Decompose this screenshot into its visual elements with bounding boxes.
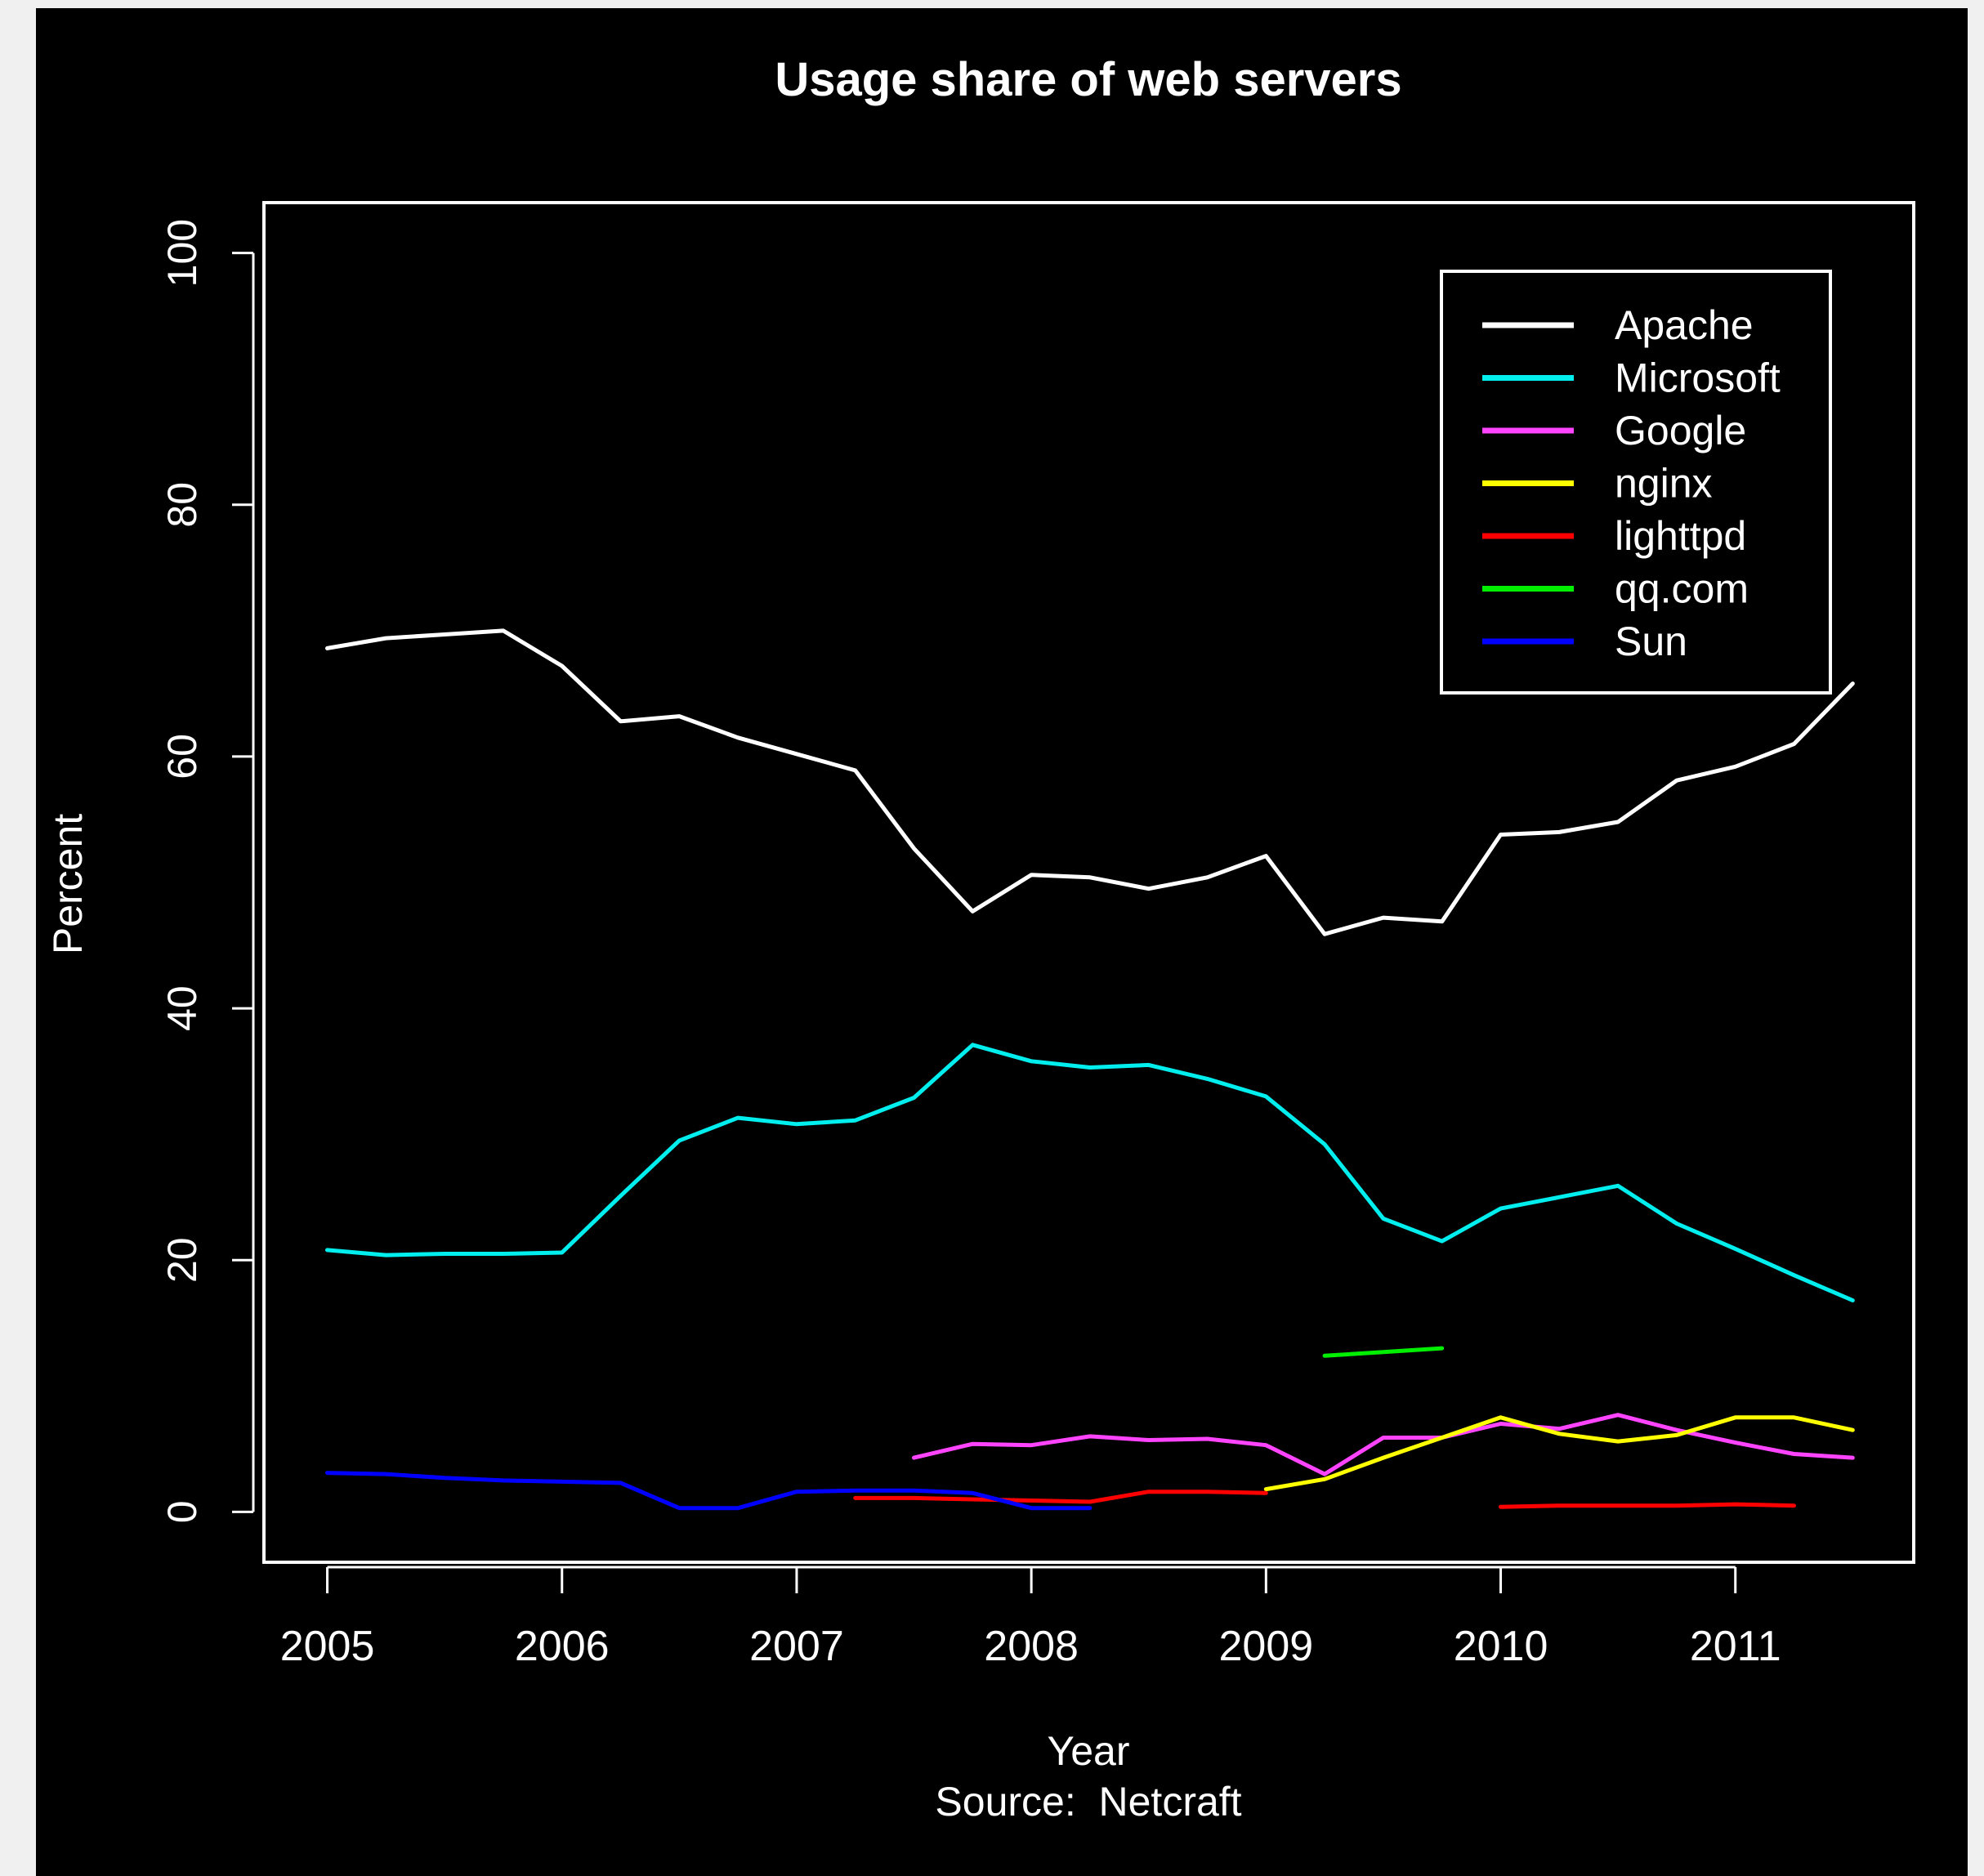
x-axis: 2005 2006 2007 2008 2009 2010 2011 <box>280 1566 1781 1670</box>
legend: Apache Microsoft Google nginx lighttpd qq.com… <box>1440 270 1832 695</box>
x-tick-label: 2006 <box>515 1623 610 1670</box>
y-tick-label: 80 <box>159 482 205 528</box>
y-tick-label: 60 <box>159 734 205 779</box>
x-tick-label: 2008 <box>984 1623 1079 1670</box>
x-tick-label: 2005 <box>280 1623 375 1670</box>
series-line-apache <box>325 628 1855 936</box>
legend-label-qq-com: qq.com <box>1615 566 1749 612</box>
series-lines <box>325 628 1855 1511</box>
y-tick-label: 40 <box>159 985 205 1031</box>
legend-label-microsoft: Microsoft <box>1615 355 1781 401</box>
x-tick-label: 2011 <box>1690 1623 1781 1670</box>
x-tick-label: 2009 <box>1218 1623 1313 1670</box>
legend-label-sun: Sun <box>1615 619 1687 664</box>
x-tick-label: 2007 <box>749 1623 844 1670</box>
x-axis-label: Year <box>1047 1728 1129 1774</box>
legend-label-lighttpd: lighttpd <box>1615 513 1746 559</box>
legend-label-apache: Apache <box>1615 302 1754 348</box>
series-line-microsoft <box>325 1043 1855 1302</box>
x-tick-label: 2010 <box>1454 1623 1548 1670</box>
y-axis: 0 20 40 60 80 100 <box>159 219 255 1523</box>
y-tick-label: 0 <box>159 1500 205 1523</box>
y-tick-label: 100 <box>159 219 205 287</box>
series-line-qq-com <box>1322 1346 1445 1358</box>
y-axis-label: Percent <box>45 814 91 954</box>
legend-label-nginx: nginx <box>1615 461 1713 507</box>
plot-frame <box>262 201 1915 1564</box>
series-line-google <box>912 1413 1855 1476</box>
source-caption: Source: Netcraft <box>935 1779 1241 1825</box>
series-line-lighttpd <box>853 1490 1268 1504</box>
legend-label-google: Google <box>1615 408 1746 453</box>
series-line-sun <box>325 1471 1093 1511</box>
series-line-lighttpd <box>1499 1502 1796 1509</box>
series-line-nginx <box>1263 1415 1855 1492</box>
chart-title: Usage share of web servers <box>775 53 1401 106</box>
y-tick-label: 20 <box>159 1237 205 1283</box>
